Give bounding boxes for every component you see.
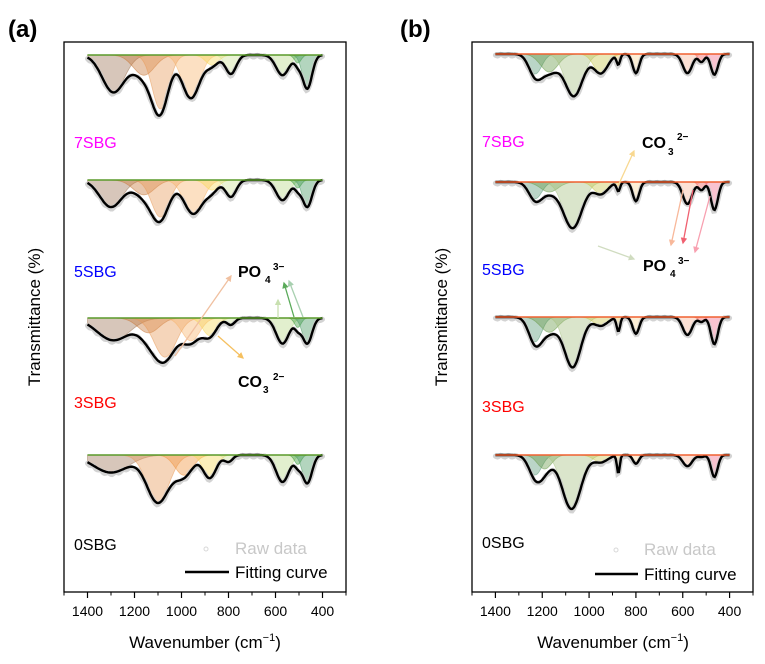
svg-text:3: 3 <box>263 385 269 396</box>
annotation-po4-b: PO 4 3− <box>643 256 690 280</box>
svg-text:PO: PO <box>643 258 666 275</box>
annotation-po4-a: PO 4 3− <box>238 262 285 286</box>
annotation-arrow <box>287 279 304 318</box>
legend-fit-label: Fitting curve <box>644 565 737 584</box>
spectrum-3SBG: 3SBG <box>482 314 733 416</box>
legend-a: Raw data Fitting curve <box>185 539 328 582</box>
x-tick-label: 1000 <box>574 603 605 619</box>
svg-text:4: 4 <box>265 275 271 286</box>
x-axis-title-b: Wavenumber (cm−1) <box>537 632 689 652</box>
plot-frame-a <box>63 41 347 593</box>
annotation-arrows-a <box>174 274 304 359</box>
annotation-arrow <box>693 195 711 254</box>
x-tick-label: 800 <box>624 603 648 619</box>
sample-label-5SBG: 5SBG <box>482 262 525 279</box>
svg-text:3−: 3− <box>273 262 285 273</box>
fitting-curve <box>86 316 323 365</box>
panel-a: (a) 7SBG 5SBG 3SBG 0SBG 1400 1200 1000 800 600 4… <box>8 16 347 652</box>
svg-text:4: 4 <box>670 269 676 280</box>
sample-label-0SBG: 0SBG <box>74 537 117 554</box>
x-tick-label: 600 <box>671 603 695 619</box>
x-tick-label: 1400 <box>72 603 103 619</box>
annotation-arrow <box>174 274 232 357</box>
sample-label-3SBG: 3SBG <box>482 399 525 416</box>
svg-text:CO: CO <box>238 374 262 391</box>
sample-label-3SBG: 3SBG <box>74 395 117 412</box>
svg-text:2−: 2− <box>273 372 285 383</box>
x-tick-label: 800 <box>217 603 241 619</box>
sample-label-5SBG: 5SBG <box>74 264 117 281</box>
x-tick-label: 1200 <box>527 603 558 619</box>
x-axis-title-a: Wavenumber (cm−1) <box>129 632 281 652</box>
plot-area-b: 7SBG 5SBG 3SBG 0SBG <box>482 51 733 552</box>
x-tick-label: 600 <box>264 603 288 619</box>
legend-b: Raw data Fitting curve <box>595 540 737 584</box>
spectrum-5SBG: 5SBG <box>74 177 325 281</box>
annotation-arrow <box>680 189 694 245</box>
spectrum-7SBG: 7SBG <box>482 51 733 151</box>
annotation-arrow <box>282 281 295 318</box>
svg-text:CO: CO <box>642 135 666 152</box>
legend-raw-marker <box>203 546 209 552</box>
svg-text:3−: 3− <box>678 256 690 267</box>
panel-label-a: (a) <box>8 16 37 43</box>
x-axis-a: 1400 1200 1000 800 600 400 <box>63 592 347 619</box>
fitting-curve <box>495 453 730 511</box>
spectrum-5SBG: 5SBG <box>482 179 733 279</box>
panel-label-b: (b) <box>400 16 431 43</box>
fitting-curve <box>495 52 730 98</box>
panel-b: (b) 7SBG 5SBG 3SBG 0SBG 1400 1200 1000 800 600 4… <box>400 16 754 652</box>
svg-text:3: 3 <box>668 147 674 158</box>
spectrum-0SBG: 0SBG <box>74 452 325 554</box>
x-tick-label: 400 <box>718 603 742 619</box>
x-axis-b: 1400 1200 1000 800 600 400 <box>471 592 754 619</box>
annotation-arrow <box>668 189 684 247</box>
svg-text:PO: PO <box>238 264 261 281</box>
annotation-arrow <box>597 245 636 261</box>
annotation-arrow <box>617 149 635 187</box>
annotation-arrow <box>217 335 244 359</box>
fitting-curve <box>86 453 323 505</box>
svg-text:2−: 2− <box>677 132 689 143</box>
annotation-arrows-b <box>597 149 711 261</box>
sample-label-0SBG: 0SBG <box>482 535 525 552</box>
annotation-co3-b: CO 3 2− <box>642 132 689 158</box>
fitting-curve <box>86 53 323 118</box>
y-axis-title-a: Transmittance (%) <box>25 248 44 386</box>
x-tick-label: 400 <box>311 603 335 619</box>
x-tick-label: 1200 <box>119 603 150 619</box>
spectrum-0SBG: 0SBG <box>482 452 733 552</box>
spectrum-7SBG: 7SBG <box>74 52 325 152</box>
legend-raw-marker <box>613 547 619 553</box>
sample-label-7SBG: 7SBG <box>482 134 525 151</box>
x-tick-label: 1400 <box>480 603 511 619</box>
legend-fit-label: Fitting curve <box>235 563 328 582</box>
fitting-curve <box>86 178 323 224</box>
annotation-co3-a: CO 3 2− <box>238 372 285 396</box>
fitting-curve <box>495 315 730 369</box>
spectrum-3SBG: 3SBG <box>74 315 325 412</box>
x-tick-label: 1000 <box>166 603 197 619</box>
legend-raw-label: Raw data <box>235 539 307 558</box>
y-axis-title-b: Transmittance (%) <box>432 248 451 386</box>
sample-label-7SBG: 7SBG <box>74 135 117 152</box>
plot-area-a: 7SBG 5SBG 3SBG 0SBG <box>74 52 325 554</box>
legend-raw-label: Raw data <box>644 540 716 559</box>
